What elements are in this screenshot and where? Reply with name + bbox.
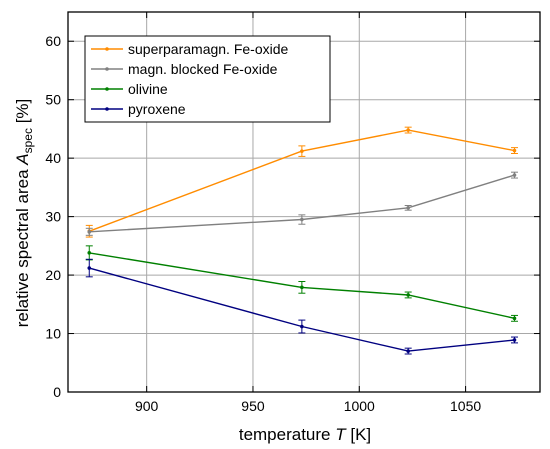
plot-border [67,11,541,393]
y-tick-label: 20 [45,267,61,283]
series-layer [85,126,518,355]
legend-label: olivine [128,81,168,97]
legend-box [84,35,331,123]
data-point [512,316,517,321]
legend-marker [105,47,109,51]
series-2 [85,245,518,322]
data-point [406,128,410,132]
tick-layer: 900 950 1000 1050 0 10 20 30 40 50 60 [45,12,540,414]
series-3 [85,258,518,355]
legend-marker [105,107,109,111]
data-point [406,206,410,210]
y-tick-label: 10 [45,326,61,342]
y-tick-label: 30 [45,209,61,225]
legend-marker [105,87,109,91]
data-point [300,217,304,222]
legend-marker [105,67,109,71]
y-tick-label: 40 [45,150,61,166]
y-axis-label: relative spectral area Aspec [%] [13,99,35,328]
data-point [300,285,304,290]
data-point [406,349,410,353]
series-line [89,129,515,232]
series-line [89,174,515,233]
series-line [89,252,515,319]
x-tick-label: 950 [241,398,265,414]
series-1 [85,171,518,236]
x-tick-label: 1050 [450,398,481,414]
data-point [300,324,304,329]
x-axis-label: temperature T [K] [239,425,371,444]
series-line [89,267,515,352]
x-tick-label: 1000 [344,398,375,414]
y-tick-label: 60 [45,33,61,49]
data-point [87,230,92,234]
y-tick-label: 0 [53,384,61,400]
data-point [87,266,92,270]
data-point [512,338,517,342]
y-tick-label: 50 [45,92,61,108]
data-point [87,251,92,255]
x-tick-label: 900 [135,398,159,414]
data-point [300,149,304,153]
data-point [406,293,410,297]
legend-label: superparamagn. Fe-oxide [128,41,289,57]
data-point [512,173,517,177]
legend: superparamagn. Fe-oxide magn. blocked Fe-… [84,35,331,123]
data-point [512,148,517,153]
legend-label: pyroxene [128,101,186,117]
legend-label: magn. blocked Fe-oxide [128,61,278,77]
plot-frame [67,11,541,393]
